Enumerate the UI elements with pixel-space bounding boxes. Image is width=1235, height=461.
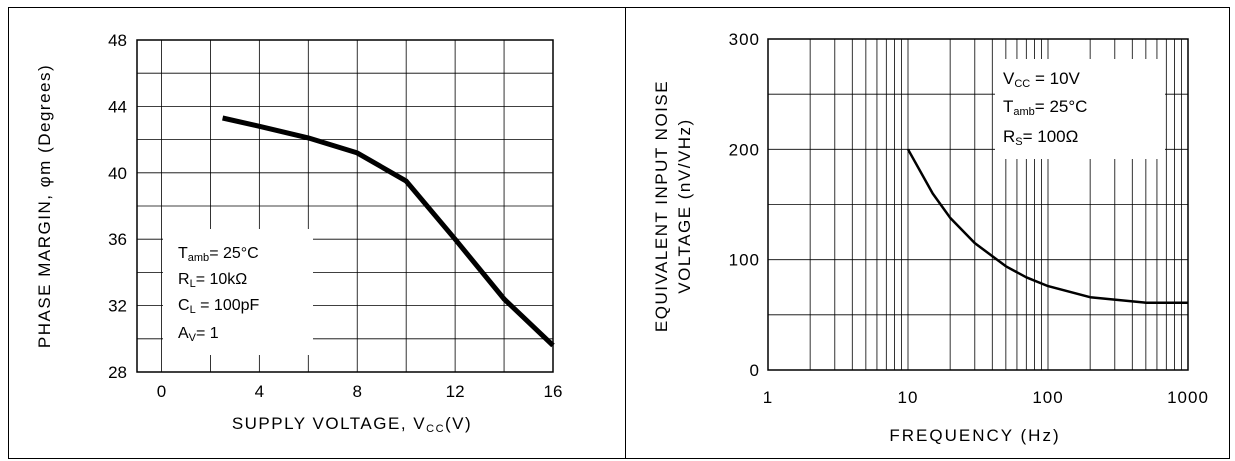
chart2-y-tick-label: 300	[729, 30, 760, 49]
chart1-y-tick-label: 36	[108, 230, 127, 249]
chart2-plot-border	[767, 38, 1189, 371]
chart1-x-tick-label: 0	[157, 382, 166, 401]
chart1-legend-box	[163, 229, 313, 355]
chart2-legend-rs-main: R	[1003, 127, 1015, 146]
chart1-xlabel-unit: (V)	[445, 414, 472, 433]
chart1-legend-tamb-sub: amb	[188, 252, 209, 264]
chart1-legend-cl-rest: = 100pF	[196, 297, 260, 314]
chart2-ylabel-line2: VOLTAGE (nV/VHz)	[675, 118, 694, 293]
chart2-series-line	[906, 148, 1188, 304]
chart1-legend-rl: RL= 10kΩ	[178, 271, 247, 290]
chart2-legend-tamb-sub: amb	[1013, 106, 1034, 118]
chart1-xlabel-sub: CC	[426, 423, 445, 435]
chart1-ylabel: PHASE MARGIN, φm (Degrees)	[35, 64, 54, 348]
chart1-plot-border	[136, 39, 554, 373]
chart1-legend-rl-sub: L	[190, 278, 196, 290]
panel-divider	[625, 7, 626, 459]
chart1-y-tick-label: 32	[108, 297, 127, 316]
chart1-legend-rl-main: R	[178, 271, 190, 288]
chart2-y-tick-label: 100	[729, 251, 760, 270]
chart1-series-line	[222, 115, 555, 348]
chart1-y-tick-label: 44	[108, 97, 127, 116]
chart2-y-tick-label: 200	[729, 140, 760, 159]
chart1-xlabel-main: SUPPLY VOLTAGE, V	[232, 414, 426, 433]
chart1-legend-av-main: A	[178, 325, 189, 342]
chart2-x-tick-label: 100	[1032, 388, 1063, 407]
chart2-legend-rs: RS= 100Ω	[1003, 127, 1078, 148]
chart2-legend-tamb-main: T	[1003, 97, 1013, 116]
chart1-x-tick-label: 12	[446, 382, 465, 401]
chart2-legend-box	[995, 59, 1165, 159]
chart2-legend-tamb: Tamb= 25°C	[1003, 97, 1087, 118]
chart1-x-tick-label: 8	[353, 382, 362, 401]
chart1-legend-cl-sub: L	[190, 304, 196, 316]
chart1-x-tick-label: 4	[255, 382, 264, 401]
chart1-legend-tamb: Tamb= 25°C	[178, 245, 259, 264]
chart1-x-tick-label: 16	[544, 382, 563, 401]
chart2-x-tick-label: 1	[763, 388, 773, 407]
chart2-y-tick-label: 0	[750, 361, 760, 380]
chart2-x-tick-label: 10	[898, 388, 919, 407]
chart1-legend-tamb-main: T	[178, 245, 188, 262]
figure-frame	[8, 7, 1230, 459]
chart1-legend-av: AV= 1	[178, 325, 219, 344]
chart1-legend-av-rest: = 1	[196, 325, 219, 342]
chart2-legend-vcc-rest: = 10V	[1030, 69, 1080, 88]
chart1-xlabel: SUPPLY VOLTAGE, VCC(V)	[232, 414, 472, 435]
chart2-xlabel: FREQUENCY (Hz)	[889, 426, 1060, 445]
chart1-legend-tamb-rest: = 25°C	[209, 245, 259, 262]
chart1-legend-cl-main: C	[178, 297, 190, 314]
chart2-legend-rs-rest: = 100Ω	[1023, 127, 1079, 146]
chart1-y-tick-label: 48	[108, 31, 127, 50]
chart1-legend-av-sub: V	[189, 332, 197, 344]
chart2-x-tick-label: 1000	[1167, 388, 1209, 407]
chart2-legend-vcc: VCC = 10V	[1003, 69, 1081, 90]
chart2-legend-vcc-main: V	[1003, 69, 1015, 88]
chart1-y-tick-label: 40	[108, 164, 127, 183]
chart1-legend-cl: CL = 100pF	[178, 297, 260, 316]
chart1-y-tick-label: 28	[108, 363, 127, 382]
chart2-legend-rs-sub: S	[1015, 136, 1022, 148]
chart2-ylabel-line1: EQUIVALENT INPUT NOISE	[652, 80, 671, 332]
chart1-legend-rl-rest: = 10kΩ	[196, 271, 248, 288]
chart2-legend-vcc-sub: CC	[1014, 78, 1030, 90]
chart2-legend-tamb-rest: = 25°C	[1035, 97, 1088, 116]
